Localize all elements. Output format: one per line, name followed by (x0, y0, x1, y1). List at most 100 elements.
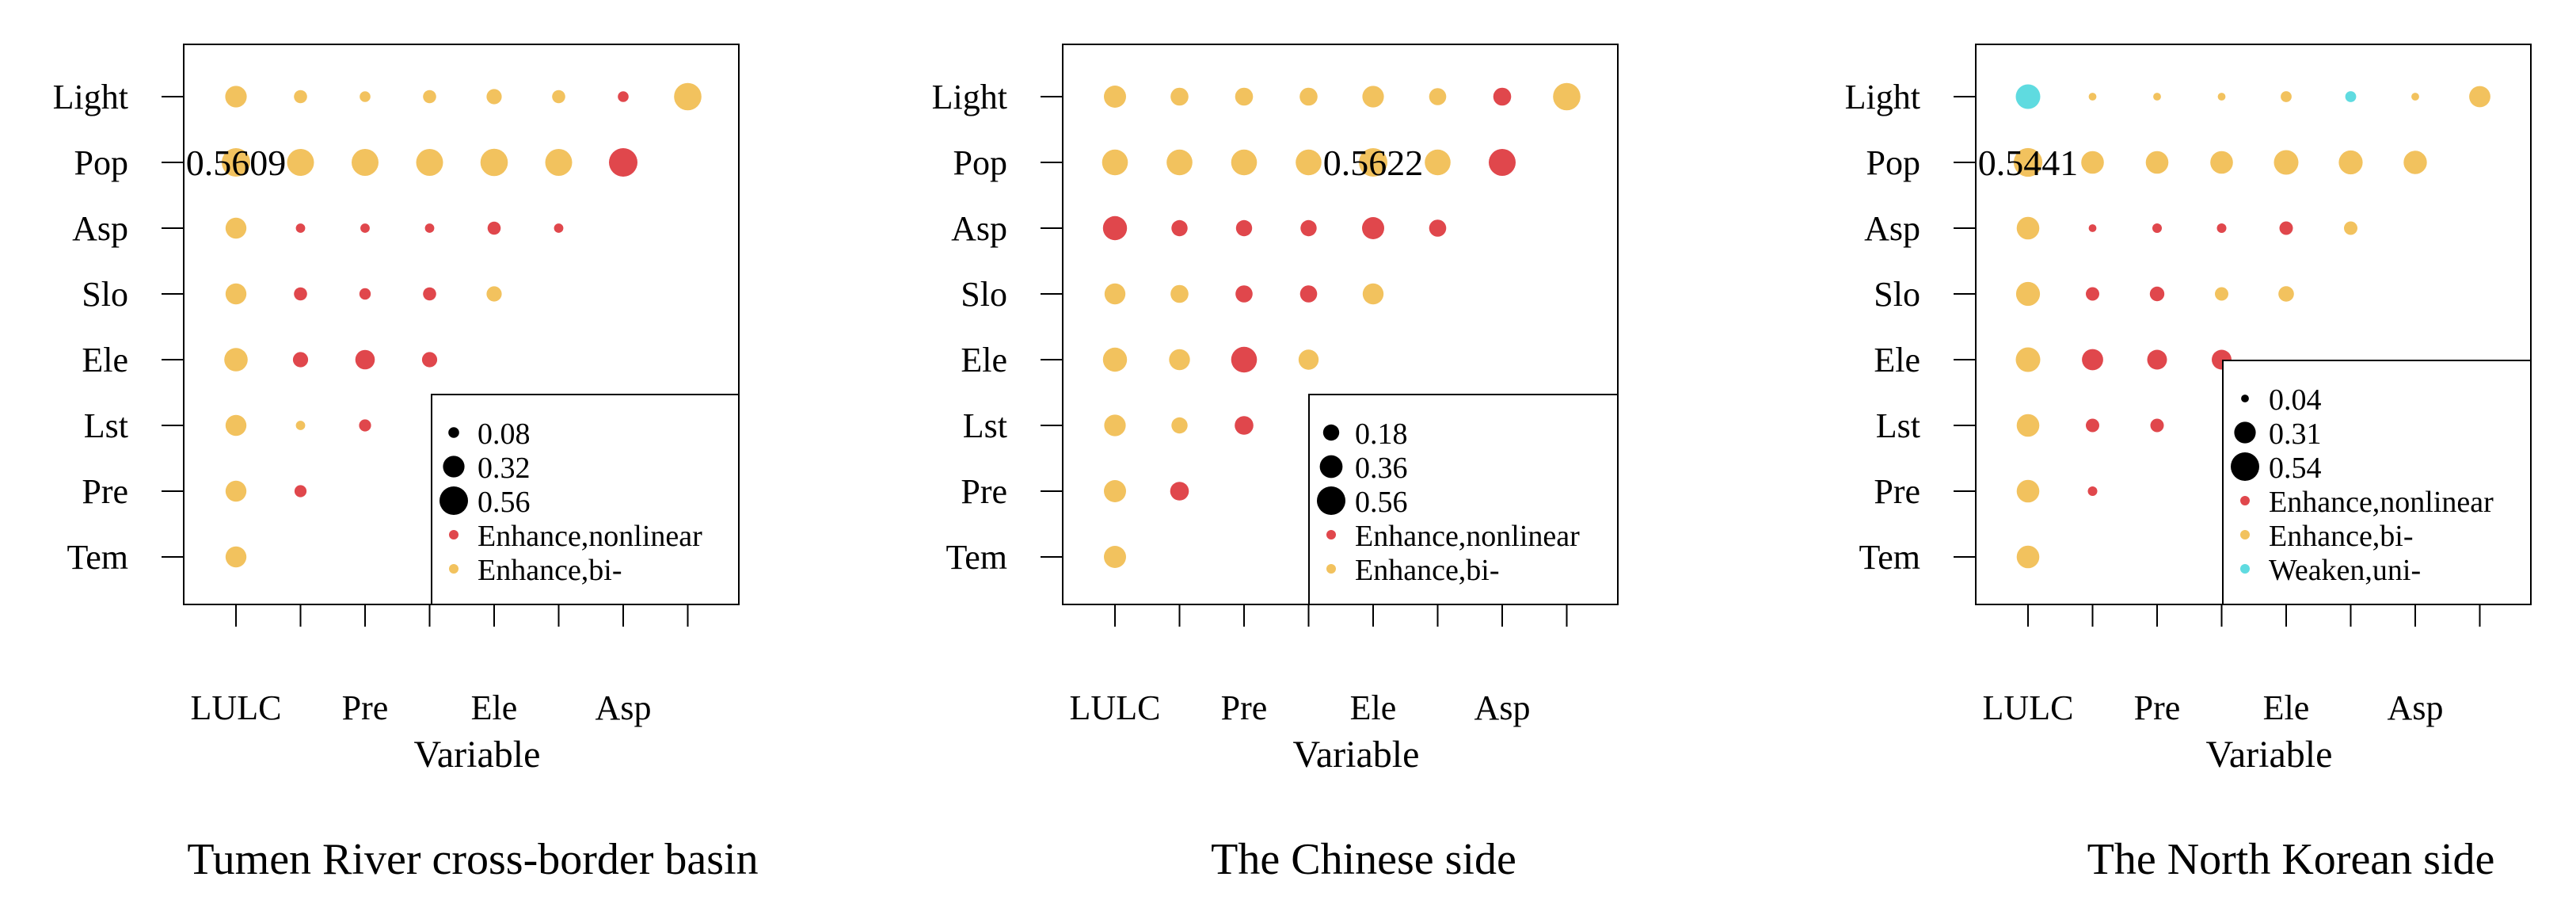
data-point (1231, 149, 1258, 176)
data-point (1104, 480, 1126, 502)
data-point (609, 148, 637, 177)
data-point (1170, 482, 1189, 501)
data-point (1102, 149, 1128, 176)
y-tick-label-tem: Tem (67, 538, 128, 577)
y-tick-label-pre: Pre (961, 472, 1007, 511)
data-point (225, 414, 247, 437)
legend-size-marker (439, 486, 468, 515)
data-point (2411, 93, 2419, 101)
x-tick-label-ele: Ele (471, 688, 518, 727)
data-point (1169, 349, 1190, 371)
annotation-label: 0.5441 (1978, 143, 2079, 183)
data-point (1104, 546, 1126, 568)
legend-label: 0.08 (478, 417, 531, 451)
legend-label: 0.32 (478, 452, 531, 485)
data-point (2081, 151, 2104, 174)
data-point (1429, 88, 1447, 105)
data-point (1425, 149, 1451, 176)
legend-box (2222, 360, 2532, 605)
y-tick-label-ele: Ele (1874, 341, 1920, 379)
data-point (1166, 149, 1193, 176)
x-axis-title: Variable (1293, 734, 1420, 776)
legend-size-marker (1319, 455, 1343, 478)
data-point (2015, 347, 2041, 372)
data-point (1104, 414, 1126, 437)
data-point (1429, 219, 1447, 237)
legend-label: Enhance,nonlinear (2269, 486, 2494, 519)
data-point (480, 148, 508, 177)
x-tick-label-lulc: LULC (1983, 688, 2074, 727)
data-point (2150, 418, 2164, 433)
y-tick-label-lst: Lst (84, 406, 128, 445)
data-point (295, 223, 306, 233)
legend-color-marker (2240, 496, 2250, 505)
data-point (1171, 219, 1188, 237)
data-point (554, 223, 564, 233)
data-point (1553, 82, 1581, 111)
data-point (552, 90, 565, 104)
data-point (2145, 151, 2169, 174)
legend-color-marker (1326, 564, 1336, 574)
x-axis-title: Variable (2206, 734, 2333, 776)
legend-label: 0.31 (2269, 417, 2322, 451)
data-point (1104, 283, 1126, 305)
data-point (2469, 86, 2490, 108)
data-point (2016, 479, 2040, 503)
legend-size-marker (2234, 421, 2256, 444)
legend-label: 0.36 (1355, 452, 1408, 485)
legend-size-marker (1322, 424, 1340, 441)
data-point (1296, 149, 1322, 176)
y-tick-label-asp: Asp (72, 209, 128, 248)
legend-size-marker (2241, 395, 2249, 402)
data-point (421, 352, 438, 368)
data-point (2216, 223, 2227, 233)
data-point (1102, 347, 1128, 372)
legend-box (431, 394, 740, 605)
data-point (292, 352, 309, 368)
legend-color-marker (2240, 530, 2250, 539)
data-point (2015, 84, 2041, 109)
data-point (423, 90, 436, 104)
y-tick-label-ele: Ele (82, 341, 128, 379)
y-tick-label-lst: Lst (1876, 406, 1920, 445)
y-tick-label-tem: Tem (1859, 538, 1920, 577)
data-point (1231, 346, 1258, 373)
data-point (2147, 349, 2167, 370)
legend-label: 0.56 (1355, 486, 1408, 519)
legend-label: Enhance,bi- (478, 554, 622, 587)
data-point (1104, 86, 1126, 108)
legend-label: Enhance,nonlinear (1355, 520, 1580, 553)
data-point (1170, 87, 1189, 106)
legend: 0.040.310.54Enhance,nonlinearEnhance,bi-… (2222, 360, 2532, 605)
data-point (2082, 349, 2103, 371)
x-tick-label-asp: Asp (1474, 688, 1531, 727)
data-point (2217, 93, 2226, 101)
data-point (294, 287, 307, 301)
y-tick-label-pop: Pop (953, 143, 1007, 182)
data-point (2086, 418, 2099, 433)
data-point (294, 90, 307, 104)
data-point (1298, 349, 1319, 370)
data-point (295, 421, 306, 430)
data-point (1489, 149, 1516, 176)
panel-title: The North Korean side (2087, 835, 2495, 884)
data-point (2016, 545, 2040, 569)
data-point (359, 288, 371, 300)
legend-size-marker (448, 427, 459, 438)
legend-box (1308, 394, 1619, 605)
data-point (423, 287, 436, 301)
legend-color-marker (1326, 530, 1336, 539)
data-point (1235, 87, 1254, 106)
data-point (2279, 221, 2293, 235)
y-tick-label-pre: Pre (82, 472, 128, 511)
data-point (2149, 286, 2165, 302)
data-point (2281, 91, 2292, 102)
data-point (487, 221, 501, 235)
legend-color-marker (449, 530, 459, 539)
data-point (618, 91, 629, 102)
data-point (360, 91, 371, 102)
data-point (2088, 224, 2097, 232)
